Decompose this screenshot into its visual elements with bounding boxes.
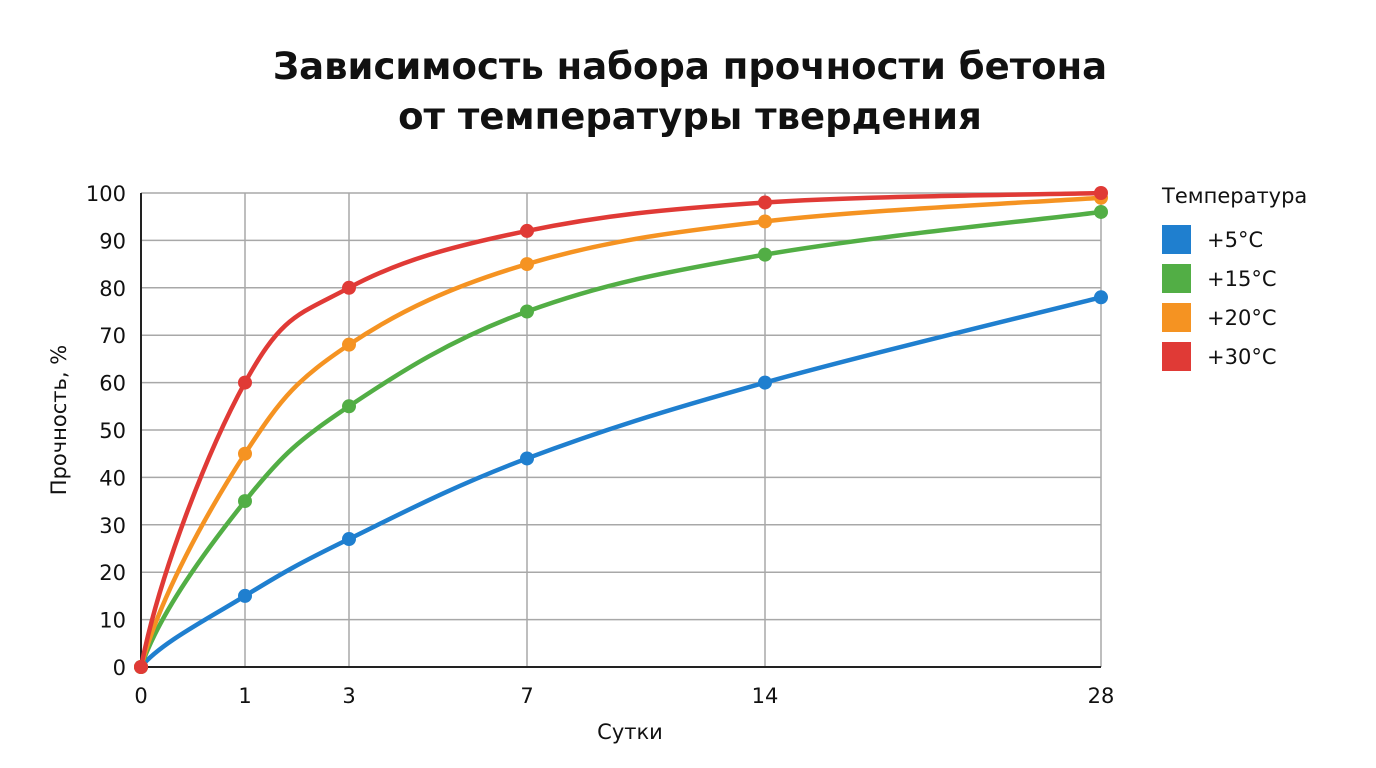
data-point <box>342 337 356 352</box>
y-tick-label: 20 <box>99 561 126 585</box>
data-point <box>342 280 356 295</box>
legend-title: Температура <box>1162 184 1308 208</box>
series-path <box>138 295 1104 670</box>
legend: Температура +5°C +15°C +20°C +30°C <box>1162 184 1307 376</box>
x-tick-label: 7 <box>520 684 533 708</box>
legend-label: +20°C <box>1207 305 1277 330</box>
y-tick-label: 40 <box>99 466 126 490</box>
y-tick-label: 80 <box>99 277 126 301</box>
data-point <box>238 446 252 461</box>
data-point <box>758 214 772 229</box>
data-point <box>1094 204 1108 219</box>
y-tick-label: 60 <box>99 372 126 396</box>
y-tick-label: 0 <box>113 656 126 680</box>
legend-swatch <box>1162 303 1191 332</box>
y-tick-label: 30 <box>99 514 126 538</box>
legend-swatch <box>1162 264 1191 293</box>
y-tick-label: 90 <box>99 229 126 253</box>
data-point <box>342 532 356 547</box>
series-line <box>134 186 1108 674</box>
y-axis-label: Прочность, % <box>47 345 71 495</box>
data-point <box>238 375 252 390</box>
x-tick-label: 14 <box>752 684 779 708</box>
series-path <box>138 190 1104 670</box>
series-path <box>138 209 1104 670</box>
data-point <box>238 494 252 509</box>
legend-label: +15°C <box>1207 266 1277 291</box>
chart-title: Зависимость набора прочности бетона от т… <box>0 42 1376 142</box>
data-point <box>238 588 252 603</box>
chart-title-line-1: Зависимость набора прочности бетона <box>272 45 1108 88</box>
series-path <box>138 195 1104 670</box>
data-point <box>1094 186 1108 200</box>
legend-item: +30°C <box>1162 337 1307 376</box>
y-tick-label: 50 <box>99 419 126 443</box>
x-tick-label: 28 <box>1088 684 1115 708</box>
data-point <box>520 223 534 238</box>
y-tick-label: 100 <box>86 182 126 206</box>
chart-title-line-2: от температуры твердения <box>398 95 982 138</box>
series-line <box>134 290 1108 674</box>
x-tick-label: 1 <box>238 684 251 708</box>
data-point <box>342 399 356 414</box>
data-point <box>520 304 534 319</box>
x-tick-label: 0 <box>134 684 147 708</box>
y-tick-label: 10 <box>99 609 126 633</box>
x-tick-label: 3 <box>342 684 355 708</box>
legend-swatch <box>1162 225 1191 254</box>
data-point <box>1094 290 1108 305</box>
data-point <box>758 195 772 210</box>
legend-item: +15°C <box>1162 259 1307 298</box>
x-axis-label: Сутки <box>597 720 663 744</box>
y-tick-label: 70 <box>99 324 126 348</box>
data-point <box>520 257 534 272</box>
series-line <box>134 204 1108 674</box>
legend-item: +5°C <box>1162 220 1307 259</box>
data-point <box>520 451 534 466</box>
series-line <box>134 190 1108 674</box>
data-point <box>758 375 772 390</box>
legend-swatch <box>1162 342 1191 371</box>
legend-item: +20°C <box>1162 298 1307 337</box>
data-point <box>758 247 772 262</box>
data-point <box>134 660 148 674</box>
legend-label: +30°C <box>1207 344 1277 369</box>
legend-label: +5°C <box>1207 227 1264 252</box>
